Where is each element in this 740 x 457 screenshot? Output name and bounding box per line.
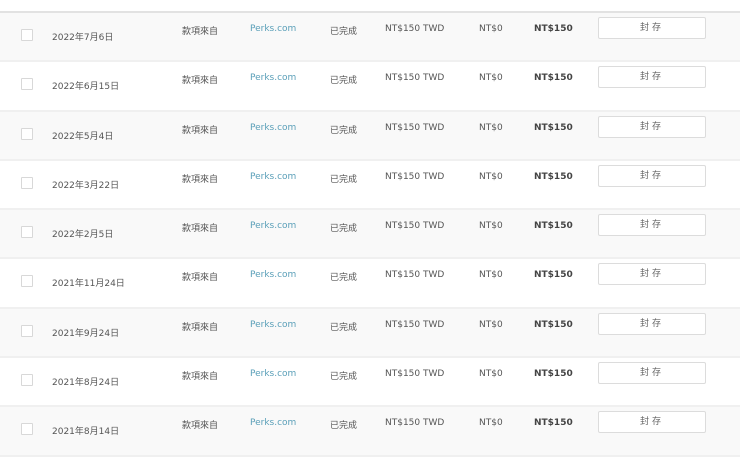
total: NT$150 [534, 73, 573, 84]
amount: NT$150 TWD [385, 418, 445, 429]
source-label: 款項來自 [182, 174, 219, 185]
total: NT$150 [534, 418, 573, 429]
status: 已完成 [330, 372, 358, 383]
amount: NT$150 TWD [385, 319, 445, 330]
status: 已完成 [330, 322, 358, 333]
fee: NT$0 [479, 221, 503, 232]
amount: NT$150 TWD [385, 221, 445, 232]
payer-link[interactable]: Perks.com [250, 369, 297, 380]
date: 2021年11月24日 [52, 279, 125, 290]
payer-link[interactable]: Perks.com [250, 418, 297, 429]
table-row: 2021年8月14日 款項來自 Perks.com 已完成 NT$150 TWD… [0, 407, 740, 457]
table-row: 2021年9月24日 款項來自 Perks.com 已完成 NT$150 TWD… [0, 308, 740, 359]
row-checkbox[interactable] [21, 423, 33, 436]
archive-button[interactable]: 封存 [598, 66, 706, 89]
payer-link[interactable]: Perks.com [250, 221, 297, 232]
archive-button[interactable]: 封存 [598, 411, 706, 434]
date: 2022年3月22日 [52, 180, 120, 191]
row-checkbox[interactable] [21, 324, 33, 337]
payer-link[interactable]: Perks.com [250, 24, 297, 34]
source-label: 款項來自 [182, 372, 219, 383]
total: NT$150 [534, 24, 573, 34]
table-row: 2021年11月24日 款項來自 Perks.com 已完成 NT$150 TW… [0, 259, 740, 309]
source-label: 款項來自 [182, 224, 219, 235]
total: NT$150 [534, 122, 573, 133]
status: 已完成 [330, 76, 358, 87]
archive-button[interactable]: 封存 [598, 362, 706, 385]
fee: NT$0 [479, 122, 503, 133]
source-label: 款項來自 [182, 76, 219, 87]
archive-button[interactable]: 封存 [598, 214, 706, 237]
row-checkbox[interactable] [21, 176, 33, 189]
source-label: 款項來自 [182, 27, 219, 37]
date: 2022年6月15日 [52, 82, 120, 93]
source-label: 款項來自 [182, 421, 219, 432]
amount: NT$150 TWD [385, 369, 445, 380]
fee: NT$0 [479, 171, 503, 182]
source-label: 款項來自 [182, 125, 219, 136]
amount: NT$150 TWD [385, 24, 445, 34]
payer-link[interactable]: Perks.com [250, 73, 297, 84]
archive-button[interactable]: 封存 [598, 312, 706, 335]
date: 2022年5月4日 [52, 131, 114, 142]
table-row: 2022年2月5日 款項來自 Perks.com 已完成 NT$150 TWD … [0, 210, 740, 260]
row-checkbox[interactable] [21, 226, 33, 239]
row-checkbox[interactable] [21, 78, 33, 91]
fee: NT$0 [479, 24, 503, 34]
date: 2022年7月6日 [52, 33, 114, 43]
fee: NT$0 [479, 418, 503, 429]
total: NT$150 [534, 369, 573, 380]
source-label: 款項來自 [182, 273, 219, 284]
status: 已完成 [330, 421, 358, 432]
date: 2021年8月14日 [52, 427, 120, 438]
table-row: 2022年7月6日 款項來自 Perks.com 已完成 NT$150 TWD … [0, 13, 740, 63]
payer-link[interactable]: Perks.com [250, 270, 297, 281]
archive-button[interactable]: 封存 [598, 164, 706, 187]
date: 2021年8月24日 [52, 378, 120, 389]
date: 2021年9月24日 [52, 328, 120, 339]
source-label: 款項來自 [182, 322, 219, 333]
amount: NT$150 TWD [385, 122, 445, 133]
amount: NT$150 TWD [385, 73, 445, 84]
archive-button[interactable]: 封存 [598, 263, 706, 286]
table-row: 2022年3月22日 款項來自 Perks.com 已完成 NT$150 TWD… [0, 160, 740, 211]
total: NT$150 [534, 221, 573, 232]
row-checkbox[interactable] [21, 374, 33, 387]
archive-button[interactable]: 封存 [598, 115, 706, 138]
archive-button[interactable]: 封存 [598, 17, 706, 39]
payer-link[interactable]: Perks.com [250, 171, 297, 182]
row-checkbox[interactable] [21, 127, 33, 140]
status: 已完成 [330, 27, 358, 37]
amount: NT$150 TWD [385, 270, 445, 281]
row-checkbox[interactable] [21, 29, 33, 41]
payer-link[interactable]: Perks.com [250, 319, 297, 330]
payer-link[interactable]: Perks.com [250, 122, 297, 133]
table-row: 2022年5月4日 款項來自 Perks.com 已完成 NT$150 TWD … [0, 111, 740, 161]
status: 已完成 [330, 174, 358, 185]
fee: NT$0 [479, 369, 503, 380]
total: NT$150 [534, 270, 573, 281]
table-row: 2022年6月15日 款項來自 Perks.com 已完成 NT$150 TWD… [0, 62, 740, 112]
fee: NT$0 [479, 319, 503, 330]
row-checkbox[interactable] [21, 275, 33, 288]
status: 已完成 [330, 273, 358, 284]
status: 已完成 [330, 125, 358, 136]
amount: NT$150 TWD [385, 171, 445, 182]
fee: NT$0 [479, 270, 503, 281]
total: NT$150 [534, 319, 573, 330]
status: 已完成 [330, 224, 358, 235]
total: NT$150 [534, 171, 573, 182]
table-row: 2021年8月24日 款項來自 Perks.com 已完成 NT$150 TWD… [0, 358, 740, 408]
transactions-table: 2022年7月6日 款項來自 Perks.com 已完成 NT$150 TWD … [0, 11, 740, 457]
fee: NT$0 [479, 73, 503, 84]
date: 2022年2月5日 [52, 230, 114, 241]
